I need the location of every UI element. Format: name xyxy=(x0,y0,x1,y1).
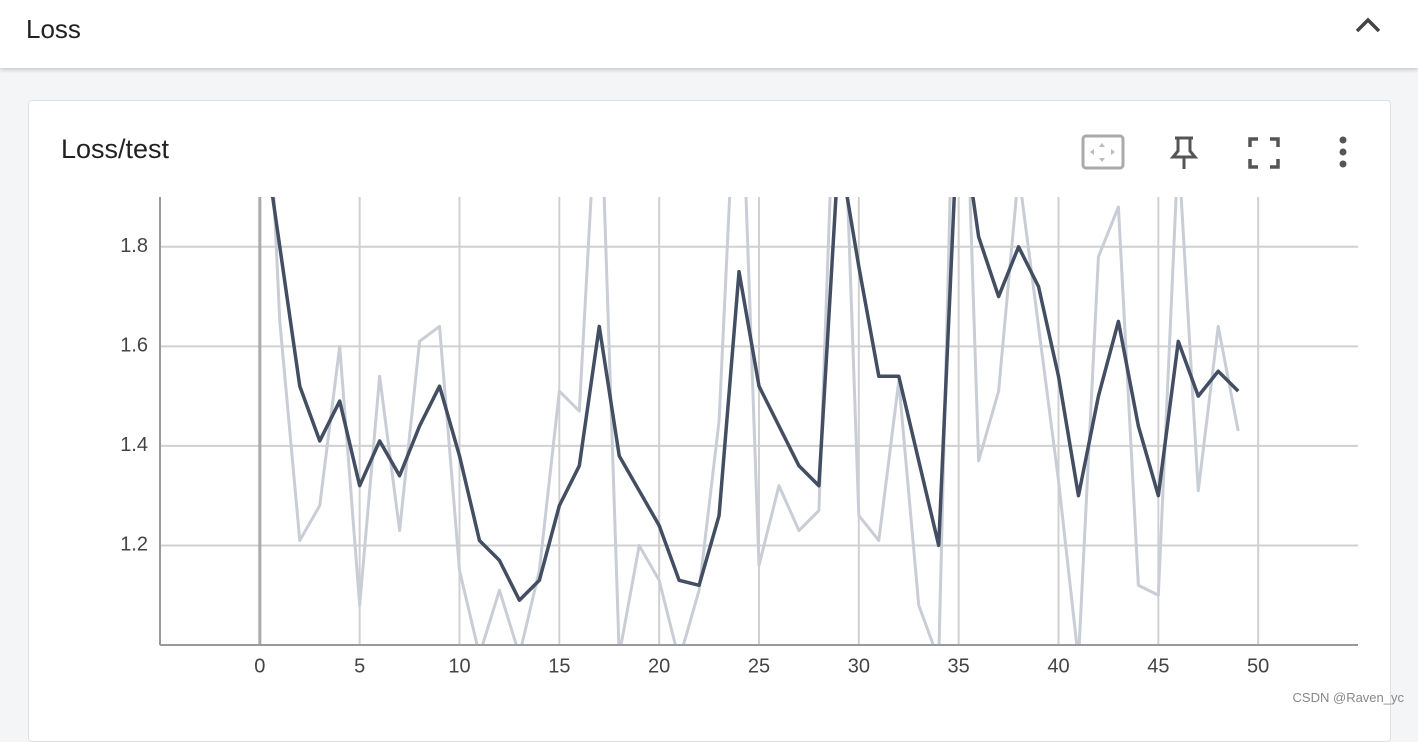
grid xyxy=(160,197,1358,645)
y-tick-label: 1.2 xyxy=(120,534,148,556)
x-tick-label: 15 xyxy=(548,655,570,677)
x-tick-label: 35 xyxy=(948,655,970,677)
page: {"header": {"title": "Loss"}, "card": {"… xyxy=(0,0,1418,713)
x-tick-label: 30 xyxy=(848,655,870,677)
x-tick-label: 40 xyxy=(1047,655,1069,677)
x-tick-label: 0 xyxy=(254,655,265,677)
x-tick-label: 50 xyxy=(1247,655,1269,677)
chart: 1.2 1.4 1.6 1.8 0 5 10 15 20 25 30 35 40 45 50 xyxy=(0,0,1418,713)
x-tick-label: 10 xyxy=(448,655,470,677)
series-line xyxy=(260,97,1238,600)
watermark: CSDN @Raven_yc xyxy=(1293,690,1404,705)
x-tick-label: 25 xyxy=(748,655,770,677)
x-tick-label: 5 xyxy=(354,655,365,677)
y-tick-label: 1.8 xyxy=(120,235,148,257)
plot-area xyxy=(260,0,1238,660)
y-tick-label: 1.4 xyxy=(120,434,148,456)
x-tick-label: 45 xyxy=(1147,655,1169,677)
y-tick-label: 1.6 xyxy=(120,335,148,357)
x-tick-label: 20 xyxy=(648,655,670,677)
